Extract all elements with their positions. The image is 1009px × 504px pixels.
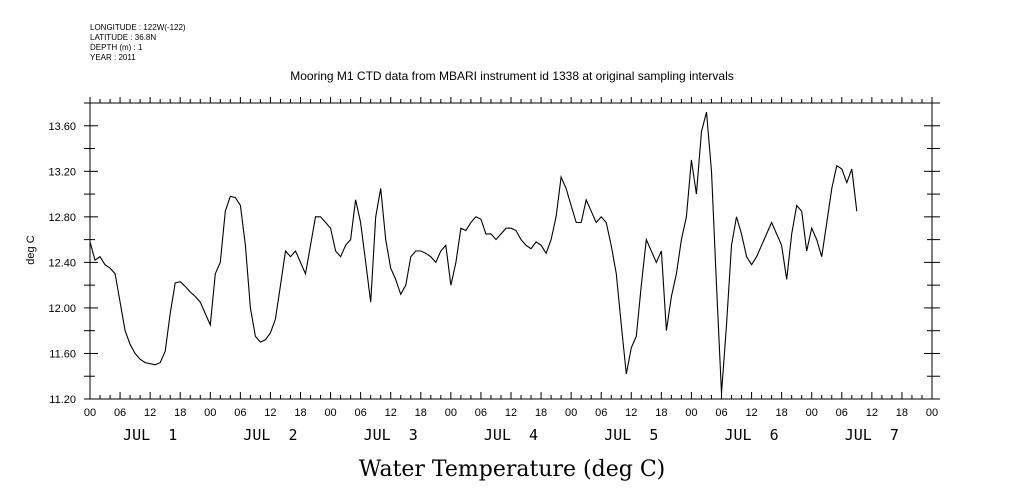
hour-tick-label: 12 [385,407,397,419]
hour-tick-label: 06 [234,407,246,419]
day-label: JUL 6 [724,426,778,444]
hour-tick-label: 12 [866,407,878,419]
y-tick-label: 11.60 [49,348,76,360]
hour-tick-label: 06 [595,407,607,419]
hour-tick-label: 18 [174,407,186,419]
y-tick-label: 12.80 [48,212,76,224]
y-tick-label: 11.20 [49,394,76,406]
day-label: JUL 4 [484,426,538,444]
hour-tick-label: 00 [926,407,938,419]
hour-tick-label: 06 [715,407,727,419]
hour-tick-label: 00 [445,407,457,419]
hour-tick-label: 12 [144,407,156,419]
latitude-label: LATITUDE : 36.8N [90,33,156,42]
year-label: YEAR : 2011 [90,53,136,62]
hour-tick-label: 12 [625,407,637,419]
longitude-label: LONGITUDE : 122W(-122) [90,23,186,32]
hour-tick-label: 00 [565,407,577,419]
series-line [89,111,858,394]
hour-tick-label: 12 [745,407,757,419]
day-label: JUL 1 [123,426,177,444]
day-label: JUL 7 [845,426,899,444]
hour-tick-labels: 00 06 12 18 00 06 12 18 00 06 12 18 00 06 12 18 00 06 12 18… [84,407,938,419]
hour-tick-label: 06 [836,407,848,419]
day-label: JUL 2 [243,426,297,444]
y-tick-label: 12.00 [48,303,76,315]
y-tick-label: 12.40 [48,257,76,269]
chart-title: Mooring M1 CTD data from MBARI instrumen… [290,69,734,83]
depth-label: DEPTH (m) : 1 [90,43,143,52]
hour-tick-label: 18 [655,407,667,419]
hour-tick-label: 00 [806,407,818,419]
axis-ticks [84,97,940,400]
y-axis-label: deg C [25,235,37,264]
y-tick-label: 13.60 [48,121,76,133]
x-axis-title: Water Temperature (deg C) [359,457,666,482]
hour-tick-label: 00 [685,407,697,419]
plot-frame [89,102,933,400]
hour-tick-label: 06 [355,407,367,419]
hour-tick-label: 00 [324,407,336,419]
day-labels: JUL 1 JUL 2 JUL 3 JUL 4 JUL 5 JUL 6 JUL 7 [123,426,899,444]
hour-tick-label: 06 [114,407,126,419]
hour-tick-label: 18 [415,407,427,419]
y-tick-labels: 11.20 11.60 12.00 12.40 12.80 13.20 13.60 [48,121,76,406]
y-tick-label: 13.20 [48,166,76,178]
hour-tick-label: 18 [535,407,547,419]
hour-tick-label: 18 [294,407,306,419]
hour-tick-label: 06 [475,407,487,419]
hour-tick-label: 12 [264,407,276,419]
hour-tick-label: 12 [505,407,517,419]
hour-tick-label: 00 [204,407,216,419]
metadata-block: LONGITUDE : 122W(-122) LATITUDE : 36.8N … [90,23,186,62]
hour-tick-label: 18 [896,407,908,419]
hour-tick-label: 00 [84,407,96,419]
day-label: JUL 3 [364,426,418,444]
hour-tick-label: 18 [776,407,788,419]
day-label: JUL 5 [604,426,658,444]
